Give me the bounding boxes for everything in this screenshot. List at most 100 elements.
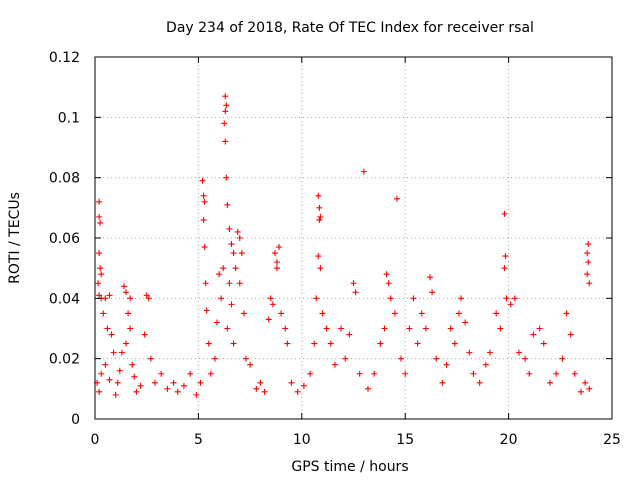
data-point: [356, 370, 363, 377]
data-point: [584, 271, 591, 278]
data-point: [97, 219, 104, 226]
data-point: [381, 325, 388, 332]
data-point: [316, 204, 323, 211]
data-point: [223, 102, 230, 109]
data-point: [273, 259, 280, 266]
data-point: [338, 325, 345, 332]
x-tick-label: 0: [91, 432, 100, 448]
data-point: [222, 138, 229, 145]
y-tick-label: 0.06: [49, 231, 80, 247]
data-point: [553, 370, 560, 377]
data-point: [143, 292, 150, 299]
x-tick-label: 20: [500, 432, 518, 448]
data-point: [164, 385, 171, 392]
data-point: [118, 349, 125, 356]
data-point: [131, 373, 138, 380]
data-point: [563, 310, 570, 317]
data-point: [98, 370, 105, 377]
data-point: [224, 325, 231, 332]
data-point: [584, 250, 591, 257]
y-axis-title: ROTI / TECUs: [7, 192, 23, 284]
data-point: [145, 295, 152, 302]
data-point: [202, 280, 209, 287]
data-point: [294, 388, 301, 395]
data-point: [240, 310, 247, 317]
data-point: [546, 379, 553, 386]
data-point: [261, 388, 268, 395]
data-point: [271, 250, 278, 257]
data-point: [265, 316, 272, 323]
data-point: [223, 174, 230, 181]
data-point: [307, 370, 314, 377]
data-point: [288, 379, 295, 386]
data-point: [470, 370, 477, 377]
data-point: [455, 310, 462, 317]
data-point: [360, 168, 367, 175]
data-point: [106, 376, 113, 383]
data-point: [346, 331, 353, 338]
data-point: [276, 244, 283, 251]
data-point: [226, 280, 233, 287]
data-point: [267, 295, 274, 302]
data-point: [315, 253, 322, 260]
data-point: [414, 340, 421, 347]
data-point: [586, 385, 593, 392]
data-point: [402, 370, 409, 377]
data-point: [451, 340, 458, 347]
data-point: [315, 192, 322, 199]
x-tick-label: 5: [194, 432, 203, 448]
data-point: [200, 192, 207, 199]
data-point: [300, 382, 307, 389]
data-point: [247, 361, 254, 368]
data-point: [116, 367, 123, 374]
x-tick-labels: 0 5 10 15 20 25: [91, 432, 621, 448]
data-point: [317, 265, 324, 272]
data-point: [331, 361, 338, 368]
data-point: [187, 370, 194, 377]
data-point: [433, 355, 440, 362]
data-point: [586, 280, 593, 287]
data-point: [507, 301, 514, 308]
data-point: [282, 325, 289, 332]
data-point: [102, 361, 109, 368]
data-point: [228, 241, 235, 248]
data-point: [95, 280, 102, 287]
data-point: [501, 265, 508, 272]
data-point: [391, 310, 398, 317]
data-point: [352, 289, 359, 296]
data-point: [422, 325, 429, 332]
data-point: [234, 228, 241, 235]
axis-ticks: [94, 56, 613, 420]
data-point: [108, 331, 115, 338]
grid-lines: [95, 57, 612, 419]
data-point: [236, 235, 243, 241]
data-point: [316, 216, 323, 223]
data-point: [582, 379, 589, 386]
data-point: [317, 213, 324, 220]
plot-frame: [94, 56, 613, 420]
data-point: [96, 213, 103, 220]
data-point: [585, 259, 592, 266]
data-point: [439, 379, 446, 386]
data-point: [174, 388, 181, 395]
data-point: [98, 271, 105, 278]
data-point: [137, 382, 144, 389]
data-point: [222, 108, 229, 115]
data-point: [201, 244, 208, 251]
data-point: [197, 379, 204, 386]
data-point: [232, 265, 239, 272]
data-point: [398, 355, 405, 362]
x-axis-title: GPS time / hours: [291, 459, 408, 475]
data-point: [110, 349, 117, 356]
data-point: [342, 355, 349, 362]
data-point: [466, 349, 473, 356]
data-point: [129, 361, 136, 368]
data-point: [97, 265, 104, 272]
data-point: [559, 355, 566, 362]
data-point: [226, 225, 233, 232]
data-point: [96, 198, 103, 205]
data-point: [377, 340, 384, 347]
data-point: [511, 295, 518, 302]
data-point: [216, 271, 223, 278]
